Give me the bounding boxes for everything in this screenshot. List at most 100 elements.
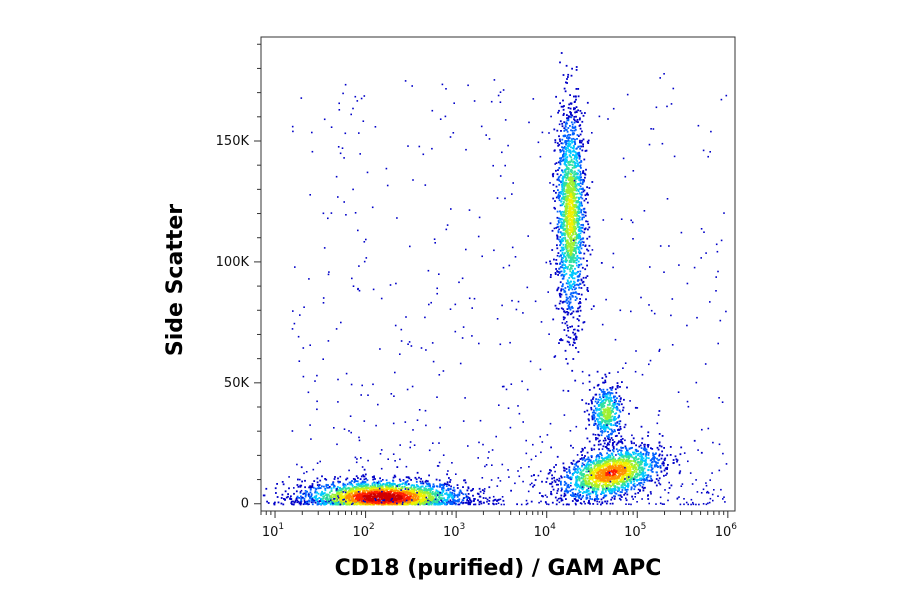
event-point	[564, 157, 567, 160]
event-point	[591, 411, 594, 414]
event-point	[569, 152, 572, 155]
event-point	[562, 180, 564, 183]
event-point	[406, 498, 409, 501]
event-point	[333, 502, 335, 505]
event-point	[458, 498, 461, 501]
event-point	[574, 166, 577, 169]
event-point	[354, 478, 356, 481]
event-point	[421, 482, 424, 485]
event-point	[418, 498, 421, 501]
event-point	[425, 485, 427, 488]
event-point	[582, 187, 584, 190]
event-point	[420, 477, 422, 480]
event-point	[425, 491, 428, 494]
event-point	[575, 259, 578, 262]
event-point	[557, 193, 560, 196]
event-point	[327, 486, 329, 489]
event-point	[438, 501, 440, 504]
event-point	[569, 247, 572, 249]
event-point	[642, 483, 645, 486]
event-point	[555, 503, 558, 506]
event-point	[569, 205, 572, 208]
event-point	[572, 344, 574, 347]
event-point	[432, 483, 435, 486]
event-point	[562, 150, 565, 153]
event-point	[611, 415, 614, 418]
event-point	[582, 244, 584, 246]
event-point	[435, 489, 438, 492]
event-point	[565, 231, 568, 233]
event-point	[320, 499, 323, 501]
event-point	[434, 493, 436, 496]
event-point	[570, 169, 572, 172]
event-point	[392, 488, 395, 491]
event-point	[406, 480, 408, 483]
event-point	[634, 492, 637, 495]
event-point	[549, 469, 551, 471]
event-point	[579, 141, 581, 144]
event-point	[586, 237, 589, 240]
event-point	[580, 167, 582, 169]
event-point	[577, 188, 579, 191]
event-point	[577, 207, 580, 210]
event-point	[658, 453, 661, 456]
event-point	[607, 404, 609, 406]
event-point	[337, 477, 339, 480]
event-point	[612, 418, 615, 421]
event-point	[583, 216, 585, 219]
event-point	[565, 205, 567, 208]
event-point	[412, 489, 415, 492]
event-point	[426, 483, 429, 486]
event-point	[364, 484, 367, 487]
event-point	[572, 310, 575, 313]
event-point	[580, 451, 583, 453]
event-point	[426, 493, 429, 495]
event-point	[591, 418, 594, 421]
event-point	[316, 491, 318, 494]
event-point	[597, 422, 600, 424]
event-point	[331, 493, 334, 496]
event-point	[449, 492, 452, 495]
event-point	[422, 493, 425, 496]
event-point	[564, 162, 566, 165]
event-point	[396, 489, 399, 492]
event-point	[415, 478, 418, 481]
event-point	[562, 147, 565, 149]
event-point	[573, 280, 575, 283]
event-point	[397, 487, 400, 490]
event-point	[604, 417, 607, 420]
event-point	[341, 495, 344, 498]
event-point	[562, 243, 565, 246]
event-point	[578, 198, 580, 200]
event-point	[339, 496, 341, 498]
event-point	[568, 341, 570, 344]
event-point	[581, 213, 584, 216]
event-point	[600, 414, 602, 417]
event-point	[581, 139, 583, 142]
event-point	[422, 502, 425, 505]
event-point	[427, 494, 430, 497]
event-point	[434, 501, 437, 503]
event-point	[434, 494, 436, 497]
event-point	[347, 497, 350, 500]
event-point	[567, 235, 570, 238]
event-point	[427, 485, 430, 488]
event-point	[609, 393, 612, 395]
event-point	[426, 480, 429, 483]
event-point	[563, 213, 566, 216]
event-point	[431, 500, 434, 503]
event-point	[595, 409, 598, 412]
event-point	[574, 138, 576, 141]
event-point	[566, 216, 569, 218]
event-point	[352, 488, 355, 491]
event-point	[580, 278, 583, 281]
event-point	[418, 476, 420, 479]
event-point	[569, 336, 572, 339]
event-point	[571, 223, 573, 225]
event-point	[558, 196, 561, 199]
event-point	[570, 171, 573, 173]
event-point	[413, 486, 415, 489]
event-point	[574, 267, 576, 270]
event-point	[452, 486, 455, 489]
event-point	[606, 411, 609, 414]
